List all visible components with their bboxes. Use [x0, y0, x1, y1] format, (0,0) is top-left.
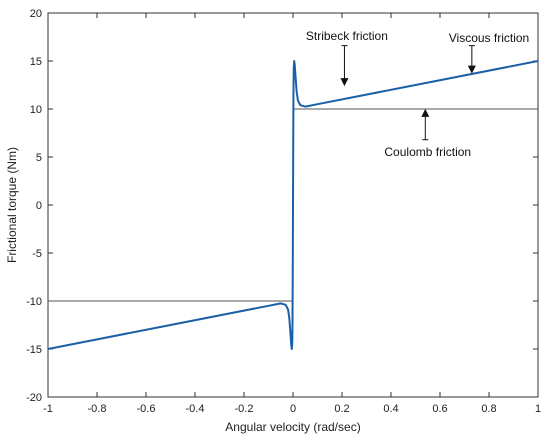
x-tick-label: -0.6	[137, 403, 156, 415]
y-tick-label: 0	[36, 200, 42, 212]
x-tick-label: -0.4	[186, 403, 205, 415]
annotations: Stribeck friction Viscous friction Coulomb…	[306, 29, 529, 159]
y-tick-label: -5	[32, 248, 42, 260]
series-layer	[47, 60, 539, 350]
x-tick-label: -1	[43, 403, 53, 415]
y-tick-label: -15	[26, 344, 42, 356]
x-tick-label: 0.4	[383, 403, 398, 415]
x-tick-label: 0.2	[334, 403, 349, 415]
x-tick-label: -0.2	[235, 403, 254, 415]
y-tick-label: -20	[26, 392, 42, 404]
x-tick-label: 0	[290, 403, 296, 415]
x-tick-label: 1	[535, 403, 541, 415]
x-axis-label: Angular velocity (rad/sec)	[225, 420, 360, 434]
y-tick-label: -10	[26, 296, 42, 308]
annotation-label: Stribeck friction	[306, 29, 388, 43]
y-tick-label: 15	[30, 56, 42, 68]
y-axis-label: Frictional torque (Nm)	[5, 147, 19, 263]
y-tick-label: 10	[30, 104, 42, 116]
y-tick-label: 20	[30, 8, 42, 20]
x-tick-label: 0.8	[481, 403, 496, 415]
x-tick-label: 0.6	[432, 403, 447, 415]
annotation-label: Coulomb friction	[384, 145, 471, 159]
friction-curve-line	[47, 60, 539, 350]
y-tick-label: 5	[36, 152, 42, 164]
x-axis-ticks: -1 -0.8 -0.6 -0.4 -0.2 0 0.2 0.4 0.6 0.8 1	[43, 13, 541, 415]
x-tick-label: -0.8	[88, 403, 107, 415]
annotation-label: Viscous friction	[449, 31, 529, 45]
